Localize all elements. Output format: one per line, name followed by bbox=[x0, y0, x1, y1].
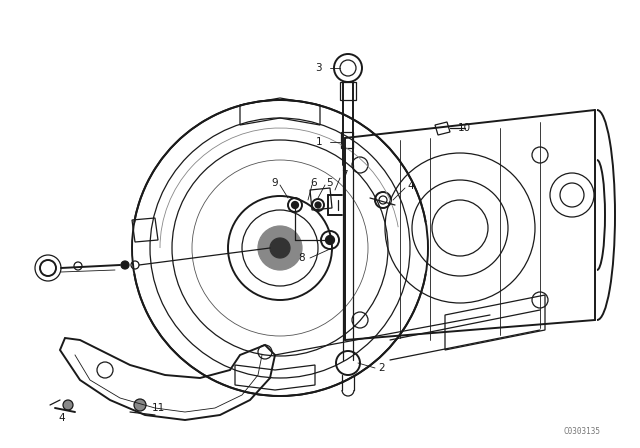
Circle shape bbox=[258, 226, 302, 270]
Text: 9: 9 bbox=[271, 178, 278, 188]
Text: 7: 7 bbox=[341, 170, 348, 180]
Text: 11: 11 bbox=[152, 403, 165, 413]
Text: 8: 8 bbox=[298, 253, 305, 263]
Circle shape bbox=[270, 238, 290, 258]
Circle shape bbox=[134, 399, 146, 411]
Text: 10: 10 bbox=[458, 123, 471, 133]
Text: C0303135: C0303135 bbox=[563, 427, 600, 436]
Circle shape bbox=[291, 202, 298, 208]
Circle shape bbox=[326, 236, 335, 245]
Text: 6: 6 bbox=[310, 178, 317, 188]
Text: 1: 1 bbox=[316, 137, 322, 147]
Circle shape bbox=[315, 202, 321, 208]
Text: 3: 3 bbox=[316, 63, 322, 73]
Text: 4: 4 bbox=[407, 181, 413, 191]
Text: 2: 2 bbox=[378, 363, 385, 373]
Text: 4: 4 bbox=[58, 413, 65, 423]
Circle shape bbox=[63, 400, 73, 410]
Text: 5: 5 bbox=[326, 178, 333, 188]
Circle shape bbox=[121, 261, 129, 269]
